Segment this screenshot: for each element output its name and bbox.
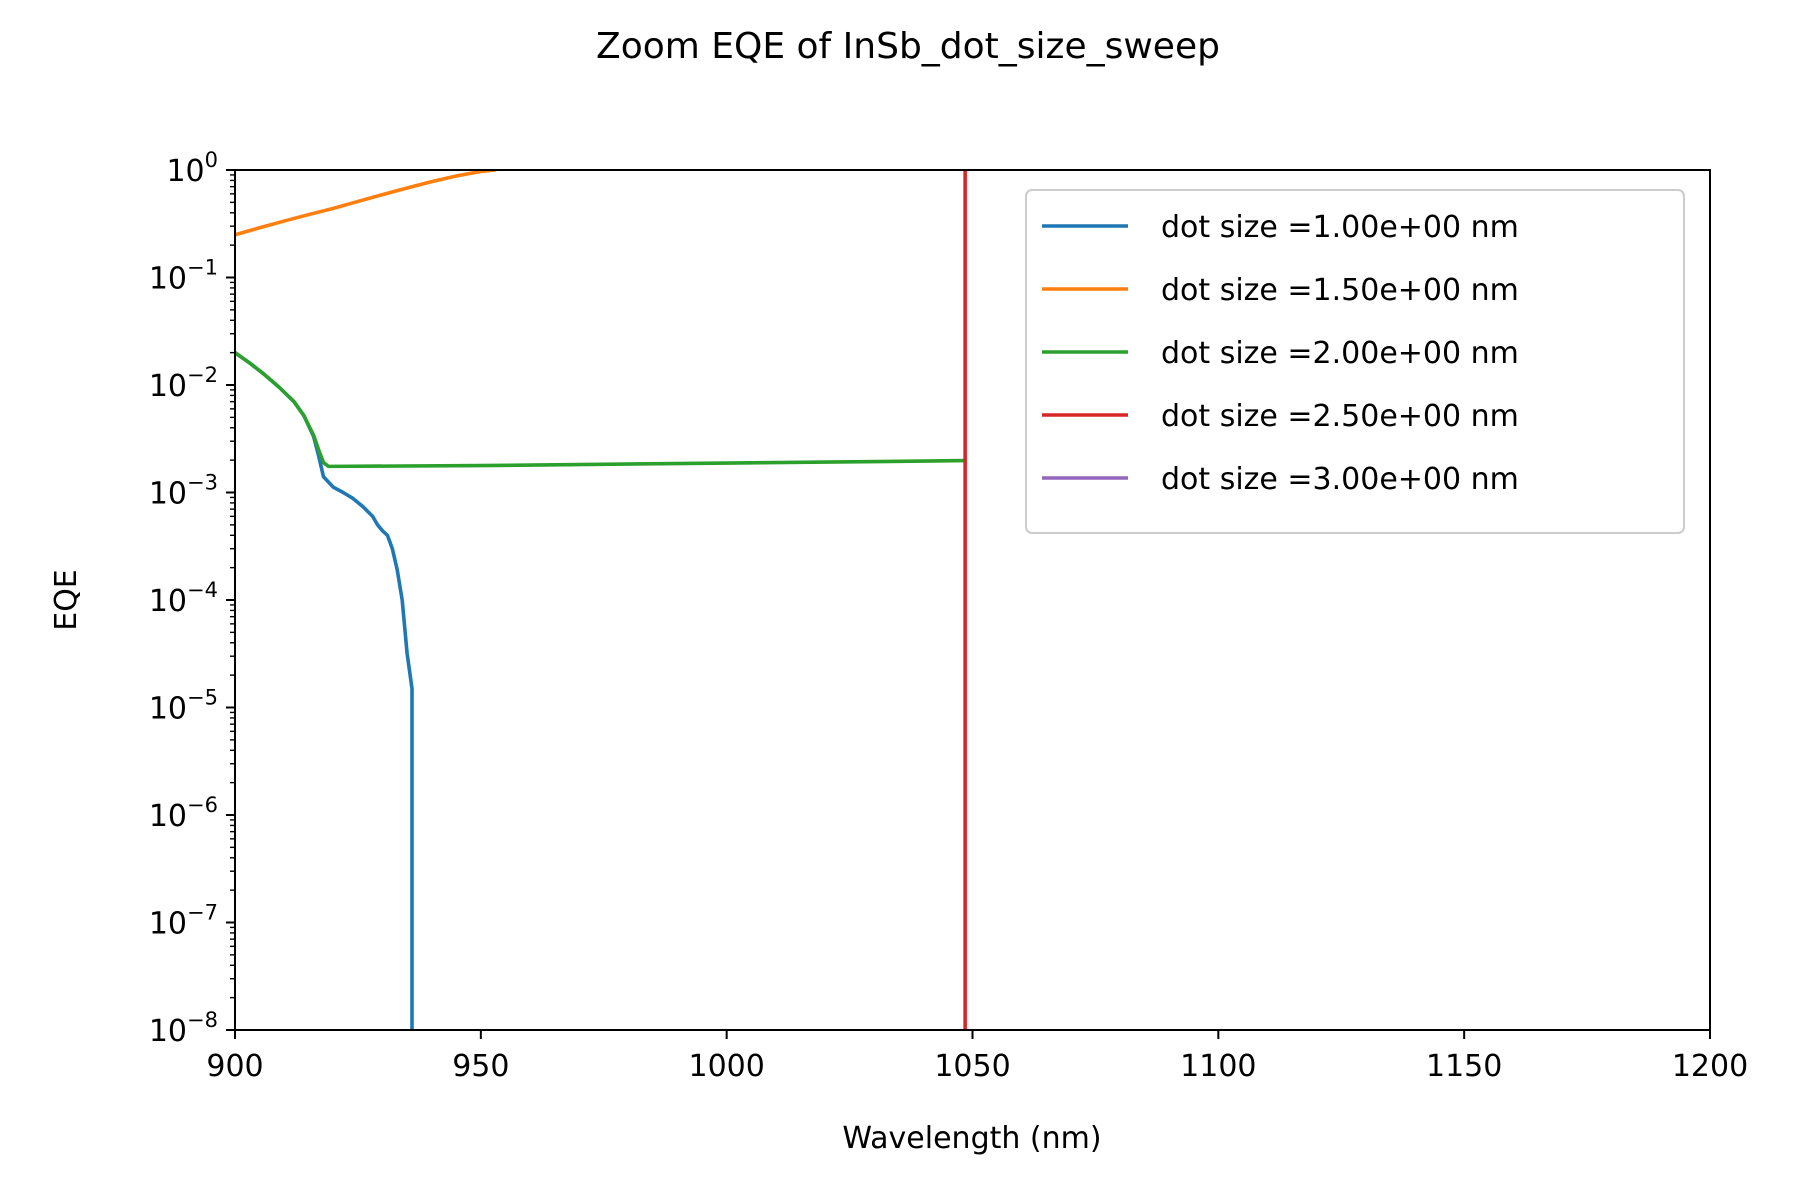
y-tick-label: 100 xyxy=(166,148,218,189)
y-axis-label: EQE xyxy=(49,569,84,631)
series-line-2 xyxy=(235,170,496,237)
legend: dot size =1.00e+00 nm dot size =1.50e+00 … xyxy=(1025,189,1685,534)
x-axis: 900 950 1000 1050 1100 1150 1200 xyxy=(206,1030,1748,1084)
y-tick-label: 10−2 xyxy=(149,363,218,404)
legend-label-3: dot size =2.00e+00 nm xyxy=(1161,336,1519,371)
x-tick-label: 1100 xyxy=(1180,1049,1256,1084)
y-tick-label: 10−5 xyxy=(149,686,218,727)
y-tick-label: 10−6 xyxy=(149,793,218,834)
y-tick-label: 10−7 xyxy=(149,901,218,942)
y-axis: 10−8 10−7 10−6 10−5 10−4 10−3 10−2 10−1 100 xyxy=(149,148,235,1049)
legend-label-1: dot size =1.00e+00 nm xyxy=(1161,210,1519,245)
y-tick-label: 10−4 xyxy=(149,578,218,619)
x-tick-label: 1200 xyxy=(1672,1049,1748,1084)
legend-label-4: dot size =2.50e+00 nm xyxy=(1161,399,1519,434)
x-tick-label: 950 xyxy=(452,1049,509,1084)
legend-label-5: dot size =3.00e+00 nm xyxy=(1161,462,1519,497)
series-line-3 xyxy=(235,351,966,469)
y-tick-label: 10−3 xyxy=(149,471,218,512)
x-tick-label: 900 xyxy=(206,1049,263,1084)
y-tick-label: 10−8 xyxy=(149,1008,218,1049)
legend-box xyxy=(1025,189,1685,534)
y-tick-label: 10−1 xyxy=(149,256,218,297)
x-tick-label: 1050 xyxy=(934,1049,1010,1084)
x-axis-label: Wavelength (nm) xyxy=(842,1121,1101,1156)
chart-title: Zoom EQE of InSb_dot_size_sweep xyxy=(596,26,1220,67)
series-layer xyxy=(235,170,967,1030)
x-tick-label: 1000 xyxy=(688,1049,764,1084)
x-tick-label: 1150 xyxy=(1426,1049,1502,1084)
legend-label-2: dot size =1.50e+00 nm xyxy=(1161,273,1519,308)
